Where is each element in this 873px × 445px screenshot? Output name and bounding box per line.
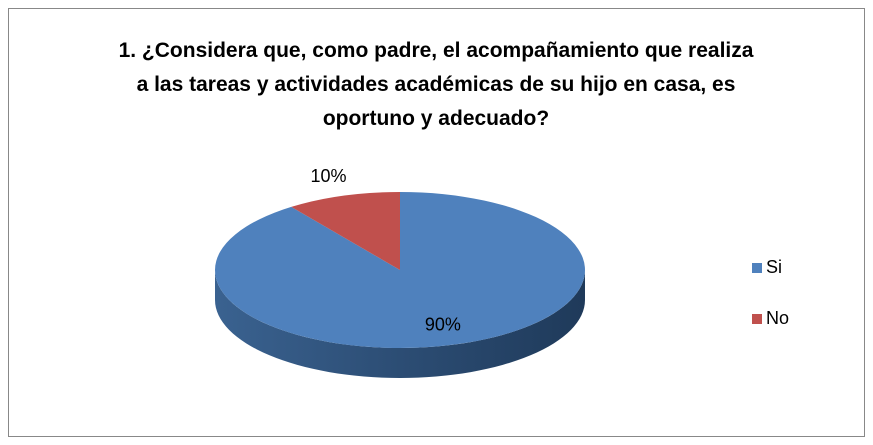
legend-label: Si [766,257,782,277]
pie-slice [214,192,585,348]
legend-swatch [752,314,762,324]
chart-title: 1. ¿Considera que, como padre, el acompa… [118,39,754,130]
legend-swatch [752,263,762,273]
pie-side [215,270,585,378]
data-label: 10% [311,166,347,186]
data-label: 90% [425,314,461,334]
legend-label: No [766,308,789,328]
chart-border [8,8,865,437]
pie-slice [291,192,400,270]
